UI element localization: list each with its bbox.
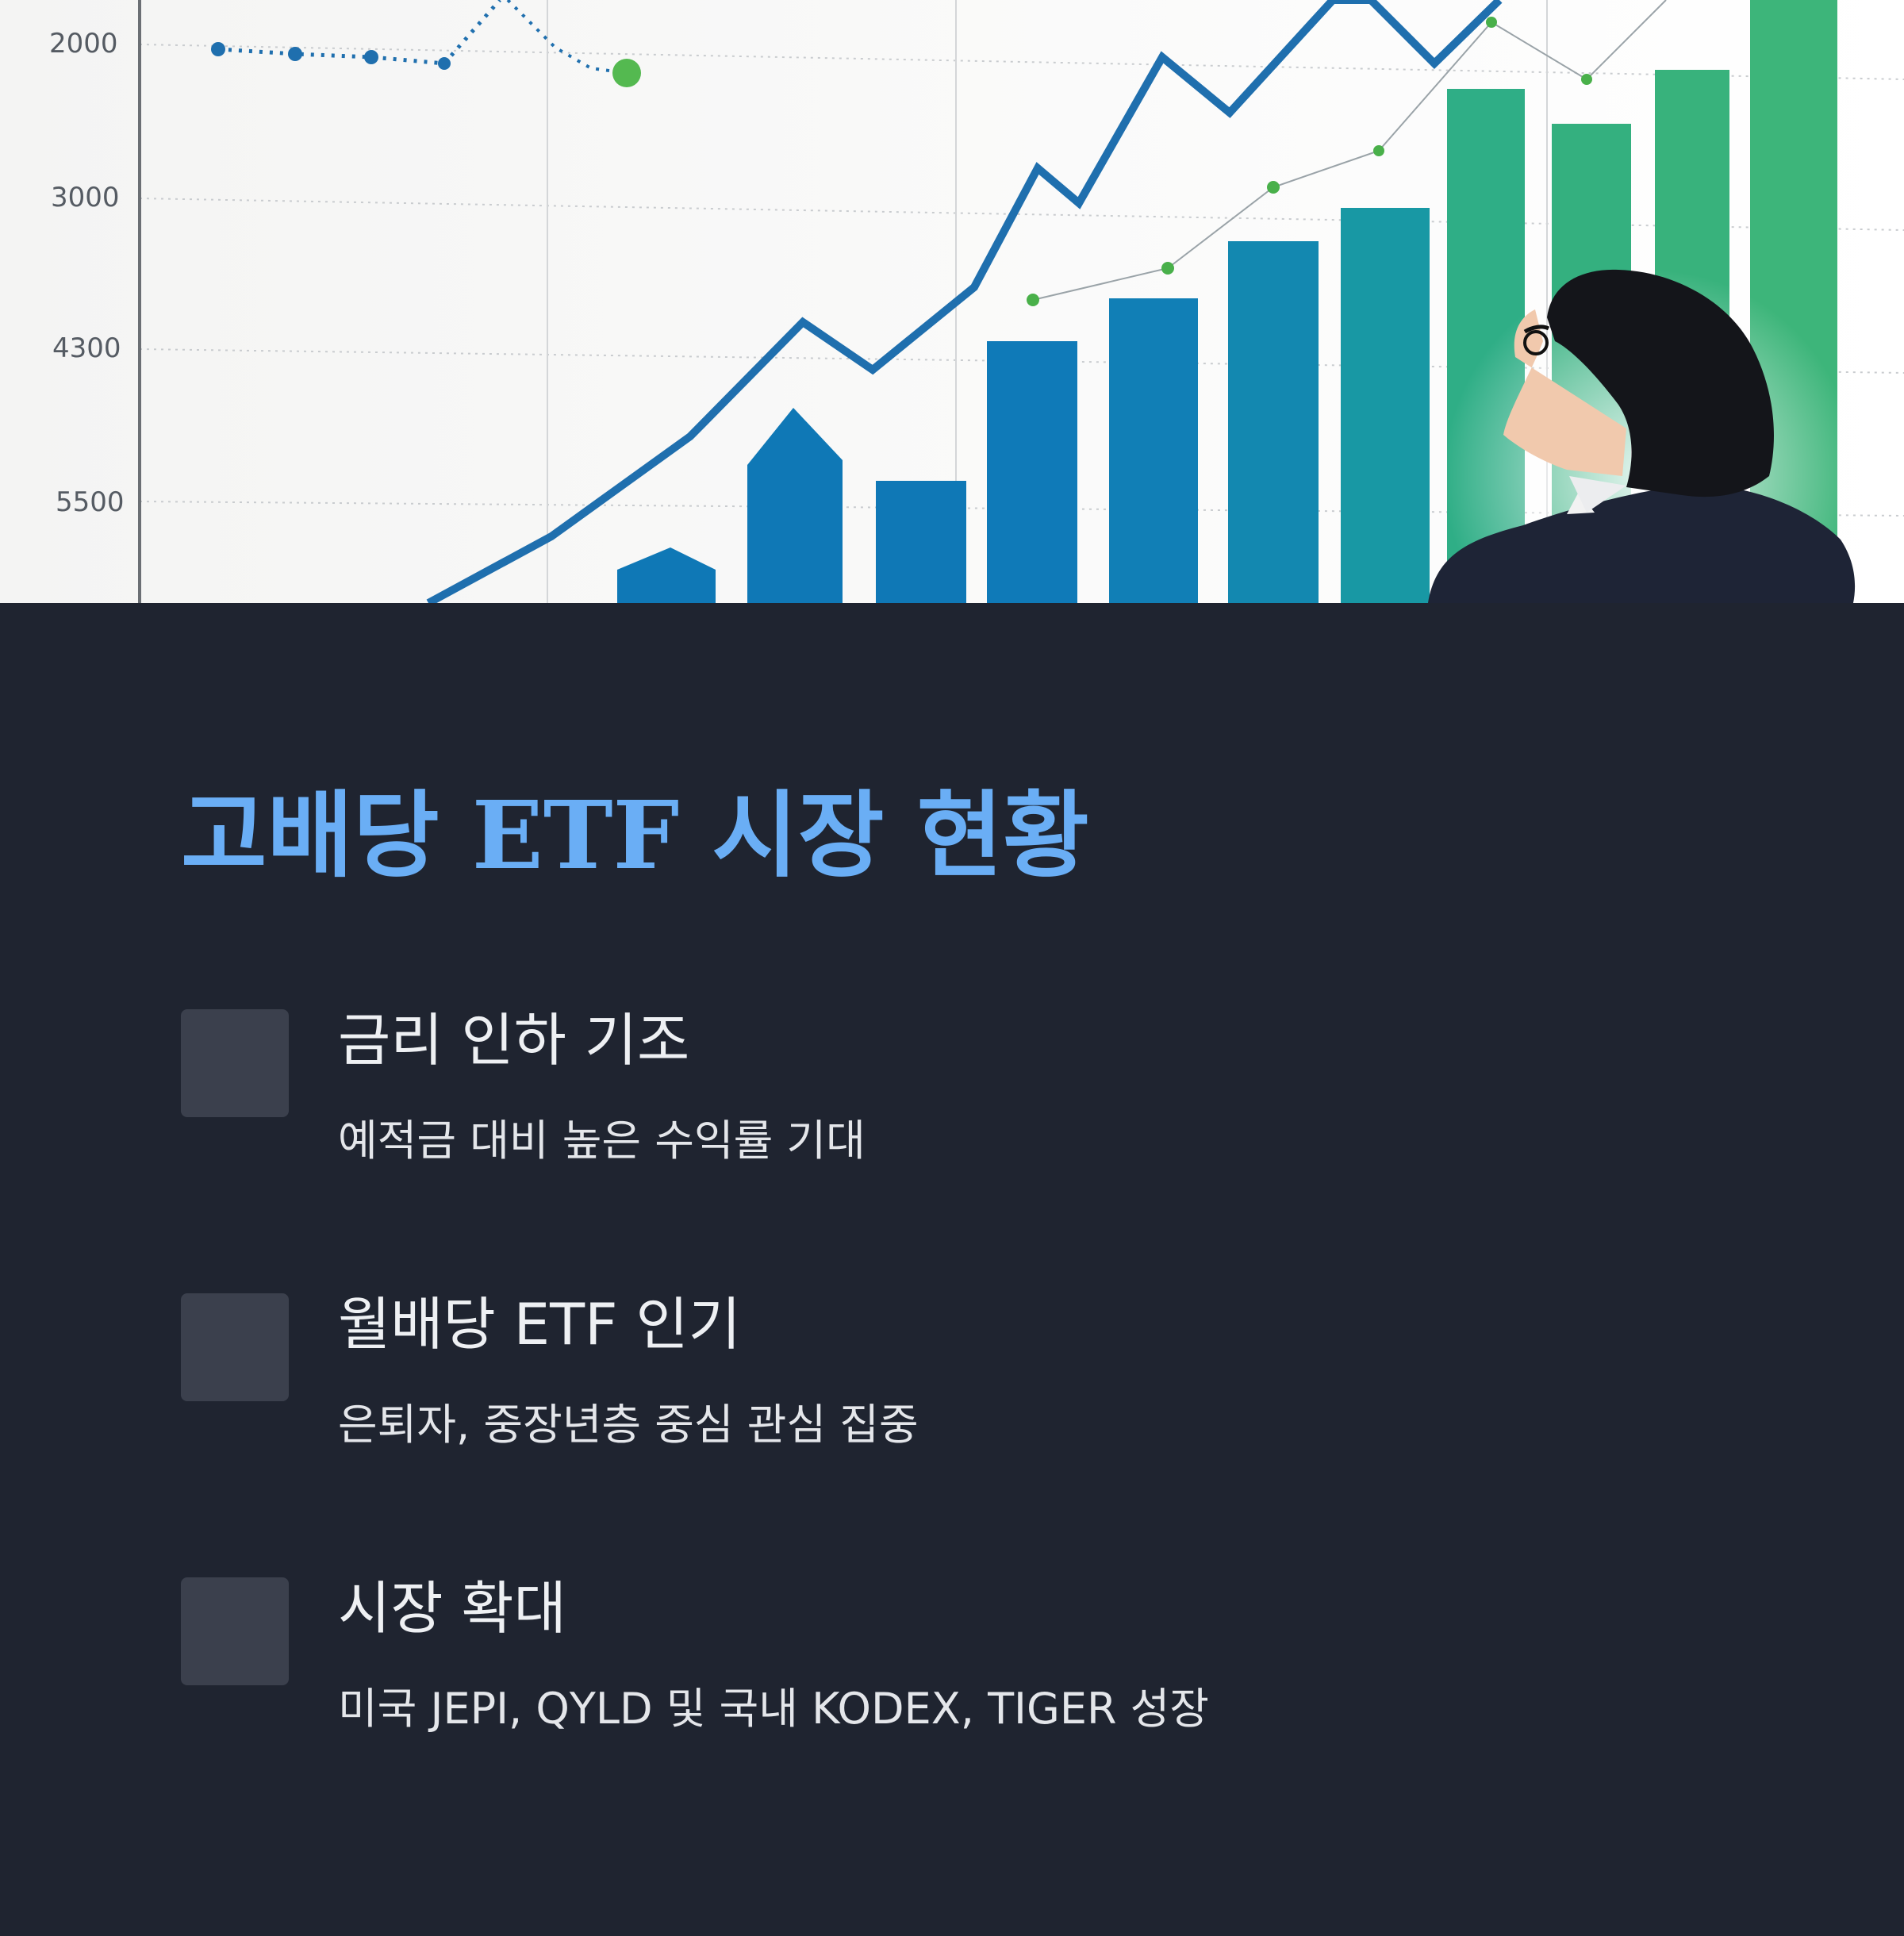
marker-series — [1027, 0, 1667, 306]
item-icon-placeholder — [181, 1293, 289, 1401]
main-content: 고배당 ETF 시장 현황 금리 인하 기조 예적금 대비 높은 수익률 기대 … — [0, 603, 1904, 1936]
person-figure — [1428, 269, 1856, 603]
item-icon-placeholder — [181, 1009, 289, 1117]
item-description: 예적금 대비 높은 수익률 기대 — [338, 1116, 866, 1166]
y-tick-label: 3000 — [51, 182, 120, 213]
dotted-series — [211, 0, 641, 87]
item-description: 은퇴자, 중장년층 중심 관심 집중 — [338, 1400, 919, 1450]
y-tick-label: 5500 — [56, 486, 125, 518]
item-icon-placeholder — [181, 1577, 289, 1685]
item-title: 시장 확대 — [338, 1575, 566, 1642]
list-item: 시장 확대 미국 JEPI, QYLD 및 국내 KODEX, TIGER 성장 — [181, 1575, 1688, 1752]
y-tick-label: 2000 — [49, 28, 118, 60]
bar-group — [617, 0, 1837, 603]
item-description: 미국 JEPI, QYLD 및 국내 KODEX, TIGER 성장 — [338, 1684, 1209, 1734]
hero-chart-illustration: 2000 3000 4300 5500 — [0, 0, 1904, 603]
list-item: 월배당 ETF 인기 은퇴자, 중장년층 중심 관심 집중 — [181, 1291, 1688, 1468]
page-title: 고배당 ETF 시장 현황 — [181, 780, 1089, 890]
item-title: 금리 인하 기조 — [338, 1007, 690, 1074]
list-item: 금리 인하 기조 예적금 대비 높은 수익률 기대 — [181, 1007, 1688, 1184]
grid-lines — [139, 44, 1904, 517]
main-trend-line — [426, 0, 1503, 603]
item-title: 월배당 ETF 인기 — [338, 1291, 741, 1358]
hero-image: 2000 3000 4300 5500 — [0, 0, 1904, 603]
y-tick-label: 4300 — [52, 332, 121, 364]
